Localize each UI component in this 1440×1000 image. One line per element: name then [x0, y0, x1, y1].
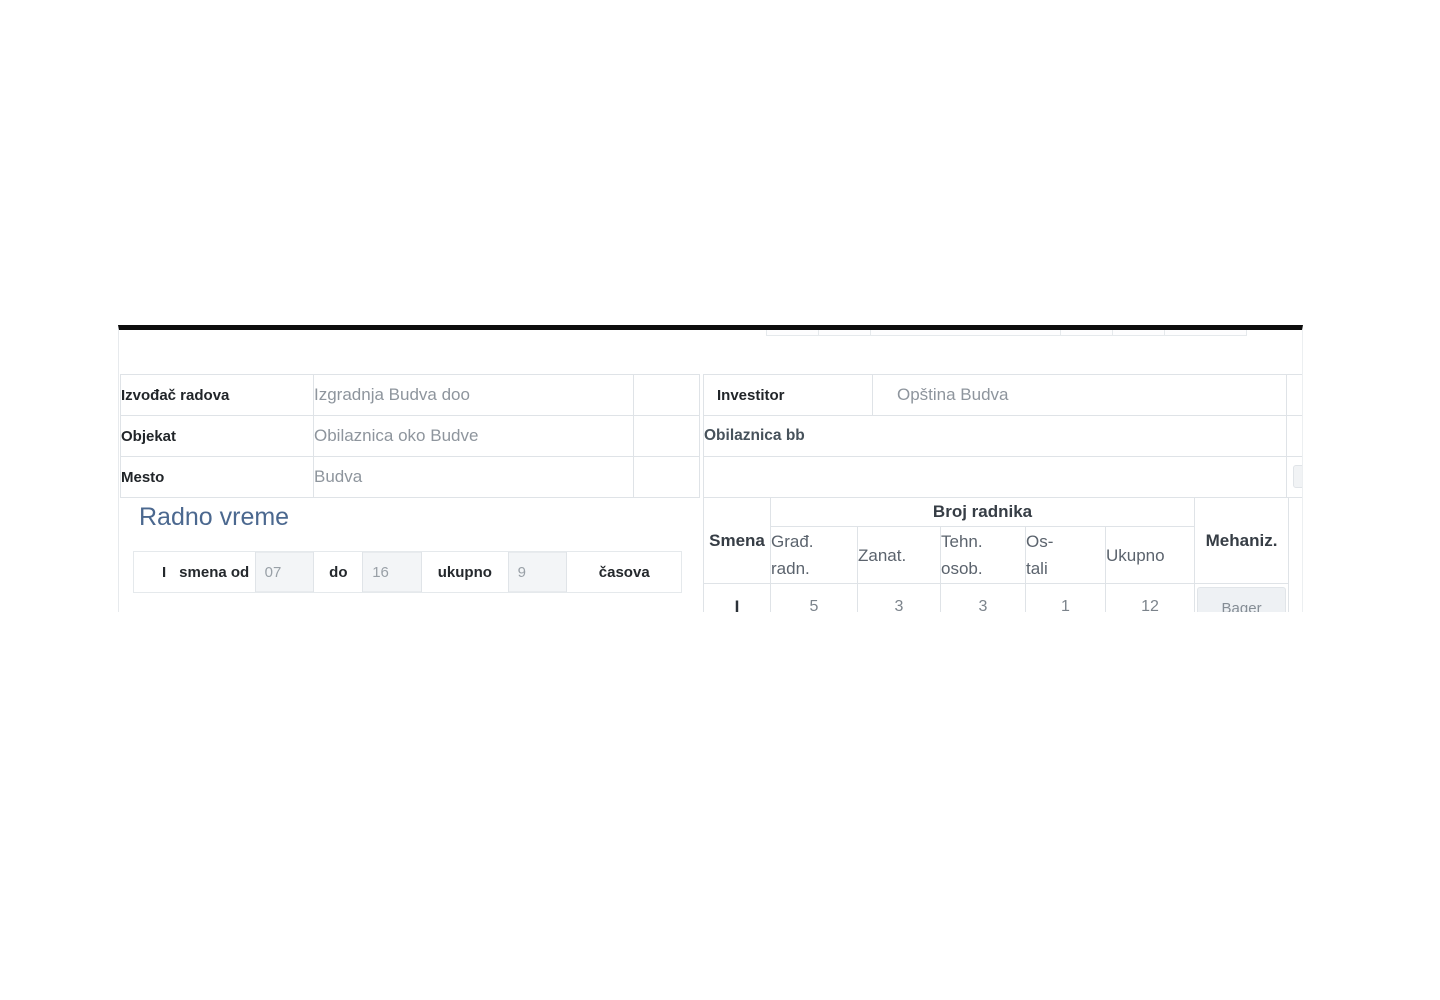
table-row: Obilaznica bb [703, 415, 1302, 457]
table-row [703, 456, 1302, 498]
object-field[interactable]: Obilaznica oko Budve [313, 415, 634, 457]
workers-data-row: I 5 3 3 1 12 Bager [703, 583, 1290, 612]
workers-other-cell[interactable]: 1 [1025, 583, 1106, 612]
workers-group-header: Broj radnika [769, 497, 1196, 527]
workers-subheader-craftsmen: Zanat. [857, 526, 941, 584]
project-info-table-right: Investitor Opština Budva Obilaznica bb [703, 374, 1302, 498]
workers-construction-cell[interactable]: 5 [770, 583, 858, 612]
workers-total-cell[interactable]: 12 [1104, 583, 1196, 612]
project-info-table-left: Izvođač radova Izgradnja Budva doo Objek… [120, 374, 700, 498]
clipped-table-remnant-cell [1112, 330, 1165, 336]
workers-count-table: Smena Broj radnika Mehaniz. Građ. radn. … [703, 497, 1290, 612]
mechanization-input[interactable]: Bager [1197, 587, 1287, 612]
object-address-value: Obilaznica bb [703, 415, 1287, 457]
empty-cell [633, 456, 700, 498]
empty-cell [633, 415, 700, 457]
clipped-table-remnant-cell [870, 330, 1061, 336]
workers-mechanization-column-header: Mehaniz. [1194, 497, 1290, 584]
workers-mechanization-cell: Bager [1194, 583, 1290, 612]
shift-number: I [162, 563, 167, 581]
workers-subheader-other: Os- tali [1025, 526, 1106, 584]
shift-from-label: smena od [179, 563, 250, 581]
place-label: Mesto [120, 456, 314, 498]
clipped-cell [1286, 374, 1302, 416]
shift-to-label: do [329, 563, 348, 581]
clipped-cell [1286, 456, 1302, 498]
document-page: Izvođač radova Izgradnja Budva doo Objek… [118, 325, 1303, 612]
workers-subheader-technical: Tehn. osob. [940, 526, 1026, 584]
investor-field[interactable]: Opština Budva [872, 374, 1287, 416]
workers-subheader-total: Ukupno [1104, 526, 1196, 584]
workers-subheader-construction: Građ. radn. [770, 526, 858, 584]
working-hours-title: Radno vreme [139, 503, 290, 531]
shift-label: I smena od [134, 552, 255, 592]
workers-craftsmen-cell[interactable]: 3 [857, 583, 941, 612]
clipped-table-remnant-row [119, 330, 1302, 336]
table-row: Objekat Obilaznica oko Budve [120, 415, 700, 457]
table-row: Mesto Budva [120, 456, 700, 498]
place-field[interactable]: Budva [313, 456, 634, 498]
workers-technical-cell[interactable]: 3 [940, 583, 1026, 612]
table-row: Izvođač radova Izgradnja Budva doo [120, 374, 700, 416]
clipped-input-field[interactable] [1293, 465, 1302, 488]
table-row: Građ. radn. Zanat. Tehn. osob. Os- tali … [704, 526, 1289, 584]
shift-total-label: ukupno [437, 563, 492, 581]
table-row: Investitor Opština Budva [703, 374, 1302, 416]
contractor-label: Izvođač radova [120, 374, 314, 416]
table-row: Smena Broj radnika Mehaniz. [703, 497, 1290, 584]
shift-from-input[interactable]: 07 [254, 552, 315, 592]
shift-total-input[interactable]: 9 [507, 552, 568, 592]
investor-label: Investitor [703, 374, 873, 416]
clipped-table-remnant-cell [818, 330, 871, 336]
contractor-field[interactable]: Izgradnja Budva doo [313, 374, 634, 416]
empty-cell [633, 374, 700, 416]
empty-cell [703, 456, 1287, 498]
clipped-table-remnant-cell [1164, 330, 1247, 336]
shift-hours-row: I smena od 07 do 16 ukupno 9 časova [133, 551, 682, 593]
shift-to-input[interactable]: 16 [362, 552, 423, 592]
clipped-cell [1286, 415, 1302, 457]
workers-shift-column-header: Smena [703, 497, 771, 584]
clipped-table-remnant-cell [766, 330, 819, 336]
clipped-table-remnant-cell [1060, 330, 1113, 336]
object-label: Objekat [120, 415, 314, 457]
workers-shift-cell: I [703, 583, 771, 612]
shift-hours-unit-label: časova [598, 563, 650, 581]
